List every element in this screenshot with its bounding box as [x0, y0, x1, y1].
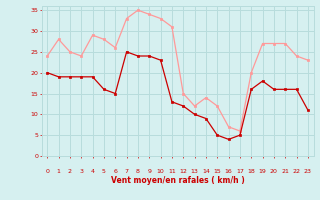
X-axis label: Vent moyen/en rafales ( km/h ): Vent moyen/en rafales ( km/h ) — [111, 176, 244, 185]
